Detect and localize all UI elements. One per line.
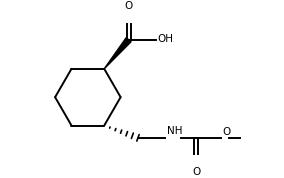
- Text: O: O: [125, 1, 133, 11]
- Text: OH: OH: [158, 34, 174, 44]
- Text: NH: NH: [167, 126, 183, 136]
- Polygon shape: [104, 38, 131, 69]
- Text: O: O: [192, 167, 200, 177]
- Text: O: O: [222, 127, 231, 137]
